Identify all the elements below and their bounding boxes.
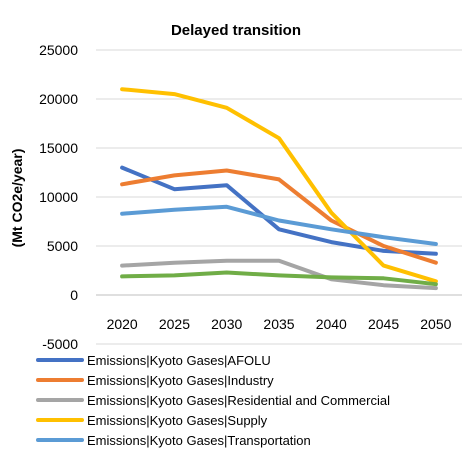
x-axis-ticks: 2020 2025 2030 2035 2040 2045 2050 (107, 316, 452, 332)
legend: Emissions|Kyoto Gases|AFOLU Emissions|Kyo… (38, 353, 390, 448)
y-tick-label: 20000 (39, 91, 78, 107)
y-tick-label: 10000 (39, 189, 78, 205)
x-tick-label: 2020 (107, 316, 138, 332)
legend-item-label: Emissions|Kyoto Gases|Residential and Co… (87, 393, 390, 408)
series-line-1 (122, 171, 436, 263)
y-tick-label: -5000 (42, 336, 78, 352)
chart-title: Delayed transition (171, 22, 301, 39)
x-tick-label: 2030 (211, 316, 242, 332)
x-tick-label: 2040 (316, 316, 347, 332)
y-tick-label: 0 (70, 287, 78, 303)
y-tick-label: 5000 (47, 238, 78, 254)
series-line-4 (122, 207, 436, 244)
y-axis-ticks: -5000 0 5000 10000 15000 20000 25000 (39, 42, 78, 352)
y-tick-label: 25000 (39, 42, 78, 58)
x-tick-label: 2045 (368, 316, 399, 332)
legend-item-label: Emissions|Kyoto Gases|Industry (87, 373, 274, 388)
x-tick-label: 2050 (420, 316, 451, 332)
legend-item-label: Emissions|Kyoto Gases|AFOLU (87, 353, 271, 368)
legend-item-label: Emissions|Kyoto Gases|Transportation (87, 433, 311, 448)
x-tick-label: 2035 (263, 316, 294, 332)
series-line-5 (122, 273, 436, 285)
y-axis-label: (Mt CO2e/year) (9, 149, 25, 248)
x-tick-label: 2025 (159, 316, 190, 332)
gridlines (96, 50, 462, 344)
series-lines (122, 89, 436, 288)
legend-item-label: Emissions|Kyoto Gases|Supply (87, 413, 268, 428)
y-tick-label: 15000 (39, 140, 78, 156)
